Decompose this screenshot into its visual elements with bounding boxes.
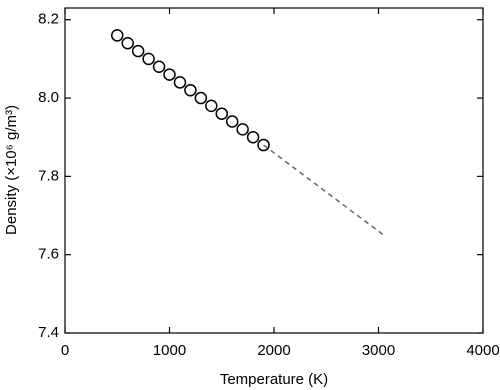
data-point xyxy=(194,91,208,105)
data-point xyxy=(184,83,197,97)
x-tick-label: 0 xyxy=(61,342,69,359)
x-axis-label: Temperature (K) xyxy=(220,371,328,388)
data-point xyxy=(215,107,228,120)
y-tick-label: 8.2 xyxy=(38,11,59,28)
y-tick-label: 7.8 xyxy=(38,167,59,184)
x-tick-label: 1000 xyxy=(153,342,186,359)
data-point xyxy=(205,99,218,113)
data-point xyxy=(163,68,176,81)
data-point xyxy=(246,130,260,144)
data-point xyxy=(131,44,145,58)
x-tick-label: 2000 xyxy=(257,342,290,359)
data-point xyxy=(142,52,155,66)
y-tick-label: 8.0 xyxy=(38,89,59,106)
data-point xyxy=(236,123,249,136)
data-point xyxy=(111,29,124,42)
data-point xyxy=(152,60,166,73)
y-tick-label: 7.6 xyxy=(38,246,59,263)
plot-frame xyxy=(64,7,484,334)
data-point xyxy=(225,115,239,128)
x-tick-label: 4000 xyxy=(466,342,499,359)
y-tick-label: 7.4 xyxy=(38,324,59,341)
trend-line xyxy=(263,144,385,236)
y-axis-label: Density (×10⁶ g/m³) xyxy=(3,105,20,235)
data-point xyxy=(121,36,134,50)
x-tick-label: 3000 xyxy=(362,342,395,359)
data-point xyxy=(173,76,187,89)
